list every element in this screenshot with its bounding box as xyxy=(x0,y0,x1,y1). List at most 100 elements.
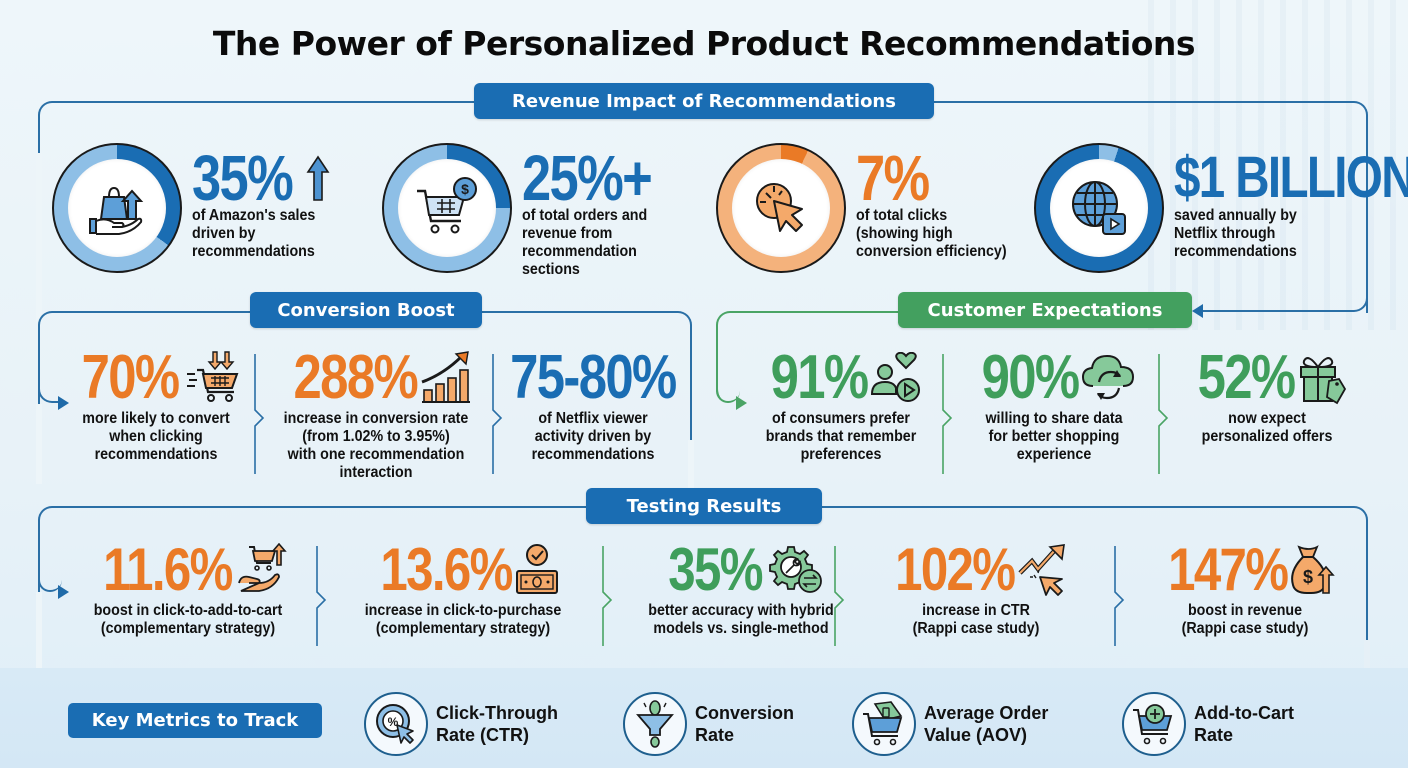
stat-description: more likely to convert when clicking rec… xyxy=(82,410,230,463)
section-label-revenue: Revenue Impact of Recommendations xyxy=(474,83,934,119)
section-label-expectations: Customer Expectations xyxy=(898,292,1192,328)
cart-arrows-down-icon xyxy=(187,351,239,402)
stat-value: 13.6% xyxy=(380,536,513,603)
hand-shopping-bag-arrow-up-icon xyxy=(89,186,144,235)
separator-chevron xyxy=(1156,354,1172,474)
cart-money-icon xyxy=(863,701,903,746)
arrow-right-icon xyxy=(736,396,747,410)
stat-value: 70% xyxy=(81,343,180,412)
stat-value: 52% xyxy=(1197,343,1296,412)
conversion-stat-70: 70% more likely to convert when clicking… xyxy=(56,343,256,464)
trend-arrow-cursor-icon xyxy=(1018,544,1065,596)
stat-description: now expect personalized offers xyxy=(1201,410,1333,445)
bar-chart-growth-icon xyxy=(421,351,471,403)
stat-description: increase in click-to-purchase (complemen… xyxy=(364,602,562,637)
stat-description: willing to share data for better shoppin… xyxy=(985,410,1123,463)
metric-label: Add-to-Cart Rate xyxy=(1194,703,1294,745)
separator-chevron xyxy=(314,546,330,646)
frame-mask xyxy=(36,404,42,484)
testing-stat-accuracy: 35% better accuracy with hybrid models v… xyxy=(616,540,866,638)
progress-ring xyxy=(52,143,182,273)
stat-value: 35% xyxy=(668,536,763,603)
stat-description: increase in conversion rate (from 1.02% … xyxy=(283,410,469,481)
expectations-stat-90: 90% willing to share data for better sho… xyxy=(956,343,1152,464)
separator-chevron xyxy=(252,354,268,474)
stat-value: 288% xyxy=(293,343,418,412)
cart-dollar-icon: $ xyxy=(417,177,477,234)
stat-description: of total clicks (showing high conversion… xyxy=(856,207,1007,260)
stat-description: of consumers prefer brands that remember… xyxy=(765,410,917,463)
stat-value: 75-80% xyxy=(510,343,677,412)
cloud-sync-icon xyxy=(1082,354,1135,400)
testing-stat-purchase: 13.6% increase in click-to-purchase (com… xyxy=(330,540,596,638)
progress-ring xyxy=(1034,143,1164,273)
conversion-stat-288: 288% increase in conversion rate (from 1… xyxy=(266,343,486,482)
metric-label: Average Order Value (AOV) xyxy=(924,703,1049,745)
funnel-coins-icon xyxy=(636,700,674,748)
percent-target-cursor-icon: % xyxy=(376,704,414,744)
money-bag-arrow-up-icon: $ xyxy=(1290,545,1335,594)
stat-description: boost in click-to-add-to-cart (complemen… xyxy=(93,602,283,637)
separator-chevron xyxy=(940,354,956,474)
revenue-stat-amazon: 35% of Amazon's sales driven by recommen… xyxy=(52,143,330,273)
cart-plus-icon xyxy=(1133,704,1173,745)
metric-label: Conversion Rate xyxy=(695,703,795,745)
money-check-icon xyxy=(516,544,559,594)
separator-chevron xyxy=(832,546,848,646)
metric-aov: Average Order Value (AOV) xyxy=(852,692,1048,756)
section-label-testing: Testing Results xyxy=(586,488,822,524)
hand-cart-arrow-up-icon xyxy=(238,543,288,592)
metric-conversion-rate: Conversion Rate xyxy=(623,692,794,756)
separator-chevron xyxy=(600,546,616,646)
stat-value: 147% xyxy=(1168,536,1289,603)
arrow-up-icon xyxy=(306,155,330,201)
stat-description: of Netflix viewer activity driven by rec… xyxy=(531,410,655,463)
section-label-conversion: Conversion Boost xyxy=(250,292,482,328)
stat-description: boost in revenue (Rappi case study) xyxy=(1181,602,1309,637)
stat-description: increase in CTR (Rappi case study) xyxy=(912,602,1040,637)
stat-description: of total orders and revenue from recomme… xyxy=(522,207,648,278)
stat-value: 25%+ xyxy=(522,142,653,214)
revenue-stat-clicks: 7% of total clicks (showing high convers… xyxy=(716,143,1020,273)
svg-text:%: % xyxy=(388,715,399,729)
separator-chevron xyxy=(490,354,506,474)
stat-value: 90% xyxy=(981,343,1080,412)
stat-value: $1 BILLION xyxy=(1174,145,1408,210)
stat-description: saved annually by Netflix through recomm… xyxy=(1174,207,1297,260)
testing-stat-ctr: 102% increase in CTR (Rappi case study) xyxy=(856,540,1096,638)
stat-description: better accuracy with hybrid models vs. s… xyxy=(648,602,834,637)
arrow-right-icon xyxy=(58,585,69,599)
svg-text:$: $ xyxy=(461,181,469,197)
page-title: The Power of Personalized Product Recomm… xyxy=(212,24,1196,63)
conversion-stat-netflix: 75-80% of Netflix viewer activity driven… xyxy=(500,343,686,464)
arrow-left-icon xyxy=(1192,304,1203,318)
stat-value: 91% xyxy=(770,343,869,412)
stat-description: of Amazon's sales driven by recommendati… xyxy=(192,207,316,260)
stat-value: 11.6% xyxy=(102,536,233,603)
stat-value: 102% xyxy=(895,536,1016,603)
revenue-stat-netflix: $1 BILLION saved annually by Netflix thr… xyxy=(1034,143,1408,273)
user-heart-play-icon xyxy=(871,352,921,402)
separator-chevron xyxy=(1112,546,1128,646)
gear-wrench-swap-icon xyxy=(769,546,822,593)
stat-value: 35% xyxy=(192,142,294,214)
globe-video-icon xyxy=(1072,181,1126,235)
testing-stat-revenue: 147% $ boost in revenue (Rappi case stud… xyxy=(1132,540,1358,638)
progress-ring: $ xyxy=(382,143,512,273)
frame-mask xyxy=(36,592,42,672)
expectations-stat-91: 91% of consumers prefer brands that reme… xyxy=(744,343,938,464)
metric-add-to-cart: Add-to-Cart Rate xyxy=(1122,692,1294,756)
expectations-stat-52: 52% now expect personalized offers xyxy=(1172,343,1362,446)
key-metrics-label: Key Metrics to Track xyxy=(68,703,322,738)
arrow-right-icon xyxy=(58,396,69,410)
frame-mask xyxy=(688,440,694,490)
testing-stat-add-to-cart: 11.6% boost in click-to-add-to-cart (com… xyxy=(66,540,310,638)
key-metrics-bar: Key Metrics to Track % Click-Through Rat… xyxy=(0,668,1408,768)
revenue-stat-orders: $ 25%+ of total orders and revenue from … xyxy=(382,142,679,278)
svg-text:$: $ xyxy=(1303,567,1313,587)
frame-mask xyxy=(36,153,42,323)
frame-mask xyxy=(1364,640,1370,670)
stat-value: 7% xyxy=(856,142,930,214)
click-cursor-icon xyxy=(756,183,803,232)
metric-label: Click-Through Rate (CTR) xyxy=(436,703,558,745)
